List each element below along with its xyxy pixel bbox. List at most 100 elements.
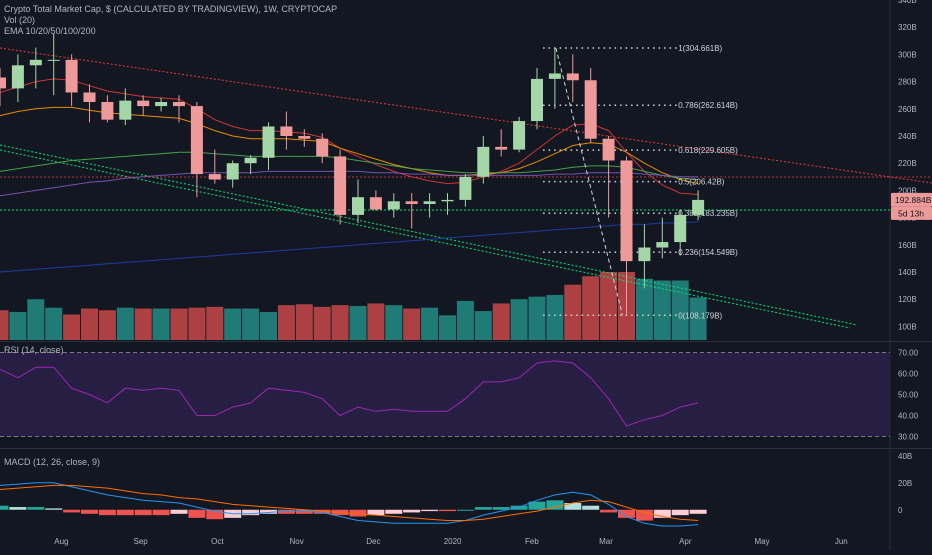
macd-histogram-bar (9, 507, 27, 510)
macd-histogram-bar (403, 509, 421, 513)
macd-histogram-bar (385, 509, 403, 514)
last-price-tag (891, 192, 932, 207)
rsi-tick-label: 30.00 (898, 433, 919, 442)
macd-histogram-bar (27, 507, 45, 510)
macd-histogram-bar (689, 509, 707, 514)
volume-bar (260, 311, 277, 340)
candle-body (638, 247, 651, 262)
volume-bar (188, 307, 206, 340)
candle-body (0, 77, 6, 89)
price-tick-label: 120B (898, 295, 917, 304)
volume-bar (331, 305, 349, 340)
candle-body (602, 138, 615, 161)
macd-histogram-bar (152, 509, 170, 516)
macd-histogram-bar (0, 505, 9, 510)
candle-body (692, 199, 705, 215)
fib-level-label: 0.382(183.235B) (678, 209, 738, 218)
candle-body (226, 163, 239, 180)
candle-body (316, 138, 329, 157)
candle-body (387, 201, 400, 210)
volume-bar (295, 304, 313, 340)
price-tick-label: 200B (898, 186, 917, 195)
macd-histogram-bar (206, 509, 224, 520)
candle-body (584, 80, 597, 139)
rsi-tick-label: 70.00 (898, 349, 919, 358)
volume-bar (152, 308, 170, 340)
pane-separator[interactable] (0, 341, 932, 342)
price-tick-label: 240B (898, 132, 917, 141)
date-tick-label: Oct (211, 537, 224, 546)
macd-tick-label: 0 (898, 506, 903, 515)
volume-bar (492, 303, 510, 340)
macd-histogram-bar (260, 509, 277, 514)
candle-body (459, 176, 472, 200)
candle-body (208, 174, 221, 180)
volume-bar (116, 307, 134, 340)
volume-bar (98, 310, 116, 340)
macd-histogram-bar (81, 509, 98, 514)
volume-bar (528, 296, 546, 340)
volume-bar (582, 276, 600, 340)
candle-body (513, 121, 526, 150)
volume-bar (439, 315, 456, 340)
fib-trend-line (555, 47, 623, 316)
date-tick-label: Dec (366, 537, 380, 546)
fib-level-label: 0.786(262.614B) (678, 101, 738, 110)
volume-bar (385, 305, 403, 340)
candle-body (101, 102, 114, 120)
macd-histogram-bar (188, 509, 206, 518)
macd-histogram-bar (421, 509, 439, 512)
price-tick-label: 280B (898, 78, 917, 87)
date-tick-label: Aug (54, 537, 68, 546)
volume-bar (206, 306, 224, 340)
candle-body (441, 199, 454, 202)
countdown-label: 5d 13h (898, 208, 924, 218)
macd-histogram-bar (510, 505, 528, 510)
ema-line (0, 151, 699, 180)
macd-histogram-bar (492, 507, 510, 510)
ema-line (0, 170, 699, 197)
macd-histogram-bar (367, 509, 385, 516)
rsi-line (0, 360, 699, 427)
volume-bar (9, 311, 27, 340)
candle-body (65, 59, 78, 93)
volume-bar (45, 307, 63, 340)
candle-body (369, 197, 382, 210)
candle-body (119, 100, 132, 120)
macd-histogram-bar (439, 509, 456, 512)
macd-histogram-bar (242, 509, 260, 516)
pane-separator[interactable] (0, 448, 932, 449)
volume-bar (546, 294, 564, 340)
macd-histogram-bar (618, 509, 635, 518)
candle-body (83, 92, 96, 102)
ema-line (0, 78, 699, 195)
fib-level-label: 1(304.661B) (678, 44, 722, 53)
candle-body (137, 100, 150, 107)
macd-histogram-bar (671, 509, 689, 516)
volume-bar (689, 297, 707, 340)
macd-histogram-bar (600, 509, 618, 513)
candle-body (334, 156, 347, 215)
fib-level-label: 0.236(154.549B) (678, 248, 738, 257)
macd-histogram-bar (134, 509, 152, 516)
candle-body (531, 78, 543, 122)
macd-histogram-bar (116, 509, 134, 516)
date-tick-label: Sep (134, 537, 149, 546)
volume-bar (474, 311, 492, 340)
candle-body (173, 102, 185, 107)
red-trend-line (0, 47, 932, 184)
price-tick-label: 260B (898, 105, 917, 114)
rsi-tick-label: 40.00 (898, 412, 919, 421)
fib-level-label: 0.618(229.605B) (678, 146, 738, 155)
candle-body (548, 73, 561, 79)
macd-histogram-bar (546, 500, 564, 510)
volume-bar (403, 308, 421, 340)
macd-histogram-bar (277, 509, 295, 514)
volume-bar (134, 308, 152, 340)
volume-bar (313, 306, 331, 340)
date-tick-label: 2020 (444, 537, 462, 546)
volume-bar (27, 299, 45, 340)
macd-histogram-bar (635, 509, 653, 521)
